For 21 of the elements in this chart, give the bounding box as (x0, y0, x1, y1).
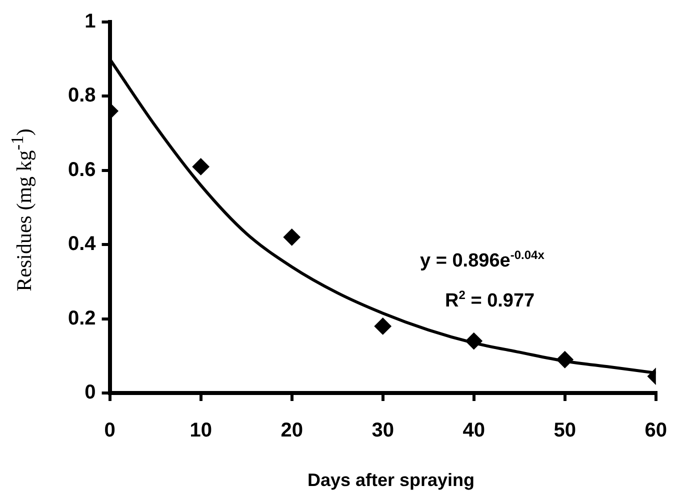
x-tick-label: 40 (462, 420, 485, 442)
x-tick-label: 60 (644, 420, 667, 442)
x-tick-label: 0 (104, 420, 116, 442)
point (192, 158, 210, 176)
x-tick-label: 10 (190, 420, 212, 442)
annotation: y = 0.896e$^{-0.04x}$ (420, 248, 544, 272)
point (556, 351, 574, 368)
point (374, 318, 392, 335)
point (283, 228, 300, 246)
annotation: R$^{2}$ = 0.977 (445, 288, 535, 312)
y-tick-label: 0.4 (68, 233, 97, 256)
y-tick-label: 0.2 (68, 307, 96, 330)
x-axis-title: Days after spraying (306, 470, 476, 491)
point (465, 332, 482, 350)
y-tick-label: 0 (84, 382, 96, 404)
y-tick-label: 0.8 (68, 84, 96, 107)
x-tick-label: 50 (554, 420, 576, 442)
y-tick-label: 0.6 (68, 158, 96, 181)
x-tick-label: 20 (280, 420, 303, 442)
x-tick-label: 30 (372, 420, 394, 442)
y-tick-label: 1 (84, 10, 96, 33)
